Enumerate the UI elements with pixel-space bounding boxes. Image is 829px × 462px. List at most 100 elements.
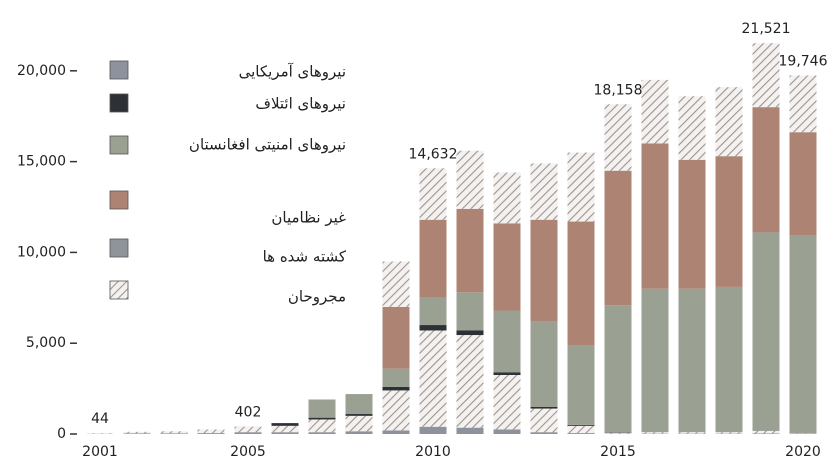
bar-segment [604, 104, 632, 171]
total-label: 21,521 [742, 21, 791, 37]
bar-segment [678, 432, 706, 434]
bar-segment [271, 425, 299, 433]
bar-segment [567, 221, 595, 346]
bar-segment [456, 330, 484, 336]
bar-segment [197, 433, 225, 434]
bar-segment [382, 368, 410, 387]
bar-segment [752, 433, 780, 434]
bar-segment [123, 431, 151, 434]
bar-segment [308, 432, 336, 434]
bar-segment [493, 310, 521, 373]
legend-swatch [109, 93, 129, 113]
bar-segment [382, 390, 410, 431]
bar-segment [234, 426, 262, 433]
bar-segment [641, 288, 669, 433]
total-label: 402 [235, 405, 262, 421]
bar-segment [419, 330, 447, 427]
bar-segment [567, 433, 595, 434]
y-tick-label: 15,000 [17, 154, 66, 170]
bar-segment [789, 235, 817, 434]
bar-segment [493, 172, 521, 224]
bar-segment [419, 325, 447, 331]
bar-segment [419, 168, 447, 220]
bar-segment [271, 423, 299, 426]
bar-segment [604, 432, 632, 434]
legend-swatch [109, 60, 129, 80]
bar-segment [530, 432, 558, 434]
bar-segment [419, 426, 447, 434]
legend-swatch [109, 280, 129, 300]
bar-segment [530, 408, 558, 433]
bar-segment [530, 406, 558, 409]
total-label: 14,632 [409, 146, 458, 162]
bar-segment [678, 159, 706, 289]
bar-segment [641, 79, 669, 144]
legend-label: کشته شده ها [263, 248, 347, 266]
bar-segment [678, 96, 706, 160]
y-tick-label: 20,000 [17, 63, 66, 79]
bar-segment [308, 417, 336, 420]
legend-label: نیروهای ائتلاف [255, 95, 346, 113]
x-tick-label: 2005 [230, 444, 266, 460]
bar-segment [752, 43, 780, 108]
bar-segment [197, 429, 225, 434]
bar-segment [308, 399, 336, 418]
legend-swatch [109, 190, 129, 210]
bar-segment [456, 335, 484, 428]
legend-swatch [109, 135, 129, 155]
bar-segment [604, 170, 632, 306]
bar-segment [641, 432, 669, 434]
bar-segment [345, 415, 373, 432]
total-label: 19,746 [779, 53, 828, 69]
legend-swatch [109, 238, 129, 258]
bar-segment [789, 75, 817, 133]
bar-segment [715, 87, 743, 157]
bar-segment [271, 432, 299, 434]
bar-segment [715, 156, 743, 287]
bar-segment [419, 297, 447, 326]
bar-segment [493, 429, 521, 434]
bar-segment [567, 345, 595, 425]
bar-segment [715, 432, 743, 434]
bar-segment [493, 374, 521, 430]
bar-segment [234, 432, 262, 434]
bar-segment [604, 305, 632, 433]
total-label: 44 [91, 411, 109, 427]
x-tick-label: 2001 [82, 444, 118, 460]
bar-segment [345, 414, 373, 416]
bar-segment [752, 232, 780, 431]
legend-label: مجروحان [288, 288, 346, 306]
bar-segment [530, 321, 558, 407]
x-tick-label: 2010 [415, 444, 451, 460]
bar-segment [567, 425, 595, 434]
bar-segment [530, 219, 558, 322]
bar-segment [604, 432, 632, 433]
bar-segment [678, 288, 706, 433]
x-tick-label: 2015 [600, 444, 636, 460]
bar-segment [345, 431, 373, 434]
bar-segment [160, 431, 188, 434]
bar-segment [160, 433, 188, 434]
y-tick-label: 5,000 [26, 335, 66, 351]
bar-segment [456, 208, 484, 293]
bar-segment [382, 306, 410, 369]
bar-segment [308, 419, 336, 433]
bar-segment [567, 152, 595, 222]
bar-segment [641, 143, 669, 289]
bar-segment [493, 372, 521, 375]
bar-segment [752, 430, 780, 434]
bar-segment [382, 430, 410, 434]
bar-segment [382, 261, 410, 307]
bar-segment [86, 433, 114, 434]
x-tick-label: 2020 [785, 444, 821, 460]
bar-segment [456, 150, 484, 209]
bar-segment [419, 219, 447, 298]
y-tick-label: 0 [57, 426, 66, 442]
bar-segment [493, 223, 521, 311]
bar-segment [456, 427, 484, 434]
total-label: 18,158 [594, 82, 643, 98]
y-tick-label: 10,000 [17, 244, 66, 260]
bar-segment [789, 132, 817, 236]
bar-segment [382, 386, 410, 391]
